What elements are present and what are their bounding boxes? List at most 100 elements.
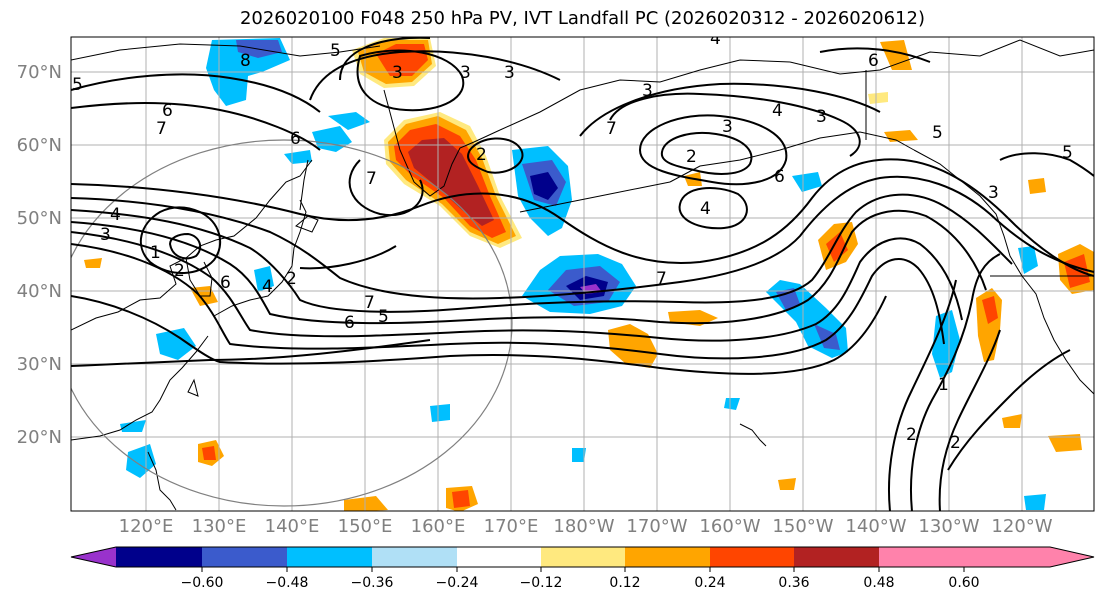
lat-label-70n: 70°N	[16, 62, 62, 83]
lon-label-160w: 160°W	[699, 516, 761, 537]
contour-line	[71, 102, 321, 151]
colorbar-over-arrow	[964, 547, 1094, 567]
lat-label-50n: 50°N	[16, 208, 62, 229]
contour-label: 6	[290, 129, 301, 149]
pv-anomaly-negative	[1024, 494, 1046, 510]
colorbar-label: 0.24	[694, 575, 726, 591]
contour-label: 7	[364, 293, 375, 313]
lon-label-150e: 150°E	[337, 516, 393, 537]
colorbar-segment	[541, 547, 625, 567]
contour-line	[999, 152, 1094, 177]
contour-line	[609, 92, 861, 157]
coastline-east-asia	[71, 159, 313, 331]
colorbar-label: −0.48	[265, 575, 309, 591]
landfall-radius-circle	[71, 139, 513, 507]
coastline-japan	[213, 199, 307, 317]
colorbar-label: 0.60	[948, 575, 980, 591]
pv-anomaly-positive	[868, 92, 888, 104]
coastlines	[71, 39, 1094, 511]
contour-label: 6	[868, 51, 879, 71]
colorbar-label: −0.12	[519, 575, 563, 591]
contour-line	[348, 159, 424, 217]
contour-line	[947, 349, 1071, 471]
pv-anomaly-negative	[254, 266, 274, 292]
lon-label-150w: 150°W	[772, 516, 834, 537]
contour-label: 7	[656, 269, 667, 289]
contour-label: 4	[700, 199, 711, 219]
contour-label: 7	[366, 169, 377, 189]
contour-label: 1	[938, 375, 949, 395]
contour-line	[299, 245, 397, 270]
pv-anomaly-positive	[778, 478, 796, 490]
contour-line	[938, 329, 1001, 511]
lat-label-30n: 30°N	[16, 354, 62, 375]
pv-anomaly-negative	[792, 172, 822, 192]
map-title: 2026020100 F048 250 hPa PV, IVT Landfall…	[239, 8, 926, 29]
map-frame	[70, 36, 1095, 512]
pv-anomaly-negative	[430, 404, 450, 422]
lon-label-180w: 180°W	[553, 516, 615, 537]
coastline-sakhalin	[299, 159, 309, 211]
pv-anomaly-negative	[120, 420, 146, 432]
contour-line	[71, 73, 321, 113]
contour-label: 4	[110, 205, 121, 225]
contour-label: 2	[686, 147, 697, 167]
lon-label-140w: 140°W	[845, 516, 907, 537]
contour-label: 8	[240, 51, 251, 71]
contour-label: 3	[392, 63, 403, 83]
contour-label: 4	[710, 29, 721, 49]
contour-label: 2	[476, 145, 487, 165]
contour-label: 4	[262, 277, 273, 297]
pv-anomaly-positive	[1002, 414, 1022, 428]
colorbar-segment	[794, 547, 879, 567]
colorbar-segment	[116, 547, 202, 567]
colorbar	[70, 546, 1095, 572]
contour-line	[467, 137, 524, 174]
pv-anomaly-positive	[202, 446, 216, 460]
coastline-hawaii	[739, 423, 767, 447]
pv-anomaly-negative	[572, 448, 586, 462]
contour-line	[71, 158, 1094, 277]
contour-line	[140, 206, 222, 275]
contour-label: 3	[722, 117, 733, 137]
coastline-alaska-west	[499, 59, 791, 131]
contour-label: 6	[344, 313, 355, 333]
contour-label: 5	[932, 123, 943, 143]
contour-line	[638, 114, 788, 186]
colorbar-outline	[70, 546, 1095, 568]
contour-line	[71, 175, 1094, 300]
contour-line	[678, 187, 748, 230]
colorbar-under-arrow	[71, 547, 116, 567]
lon-label-170w: 170°W	[626, 516, 688, 537]
coastline-alaska-south	[669, 131, 915, 183]
contour-line	[71, 231, 963, 342]
coastline-philippines	[147, 451, 177, 511]
contour-label: 3	[642, 81, 653, 101]
contour-line	[309, 50, 561, 101]
colorbar-segment	[710, 547, 794, 567]
graticule	[71, 37, 1094, 511]
lat-label-60n: 60°N	[16, 135, 62, 156]
contour-label: 5	[1062, 143, 1073, 163]
coastline-siberia-north	[71, 43, 381, 61]
pv-anomaly-positive	[826, 232, 848, 262]
contour-label: 2	[950, 433, 961, 453]
pv-positive-anomalies	[84, 38, 1094, 511]
colorbar-label: 0.48	[863, 575, 895, 591]
contour-line	[71, 339, 431, 367]
coastline-arctic-canada	[789, 39, 1094, 75]
contour-labels: 8 3 3 3 6 7 6 5 4 3 7 2 4 3 2 1 4 7 5 6 …	[72, 29, 1073, 453]
pv-anomaly-negative	[284, 150, 312, 164]
pv-anomaly-negative	[776, 288, 840, 350]
pv-anomaly-positive	[408, 138, 494, 226]
contour-label: 1	[150, 243, 161, 263]
colorbar-label: −0.36	[350, 575, 394, 591]
lon-label-140e: 140°E	[264, 516, 320, 537]
contour-label: 3	[460, 63, 471, 83]
contour-label: 2	[906, 425, 917, 445]
colorbar-segment	[879, 547, 964, 567]
pv-anomaly-negative	[156, 328, 196, 360]
contour-line	[168, 232, 202, 260]
contour-label: 2	[286, 269, 297, 289]
